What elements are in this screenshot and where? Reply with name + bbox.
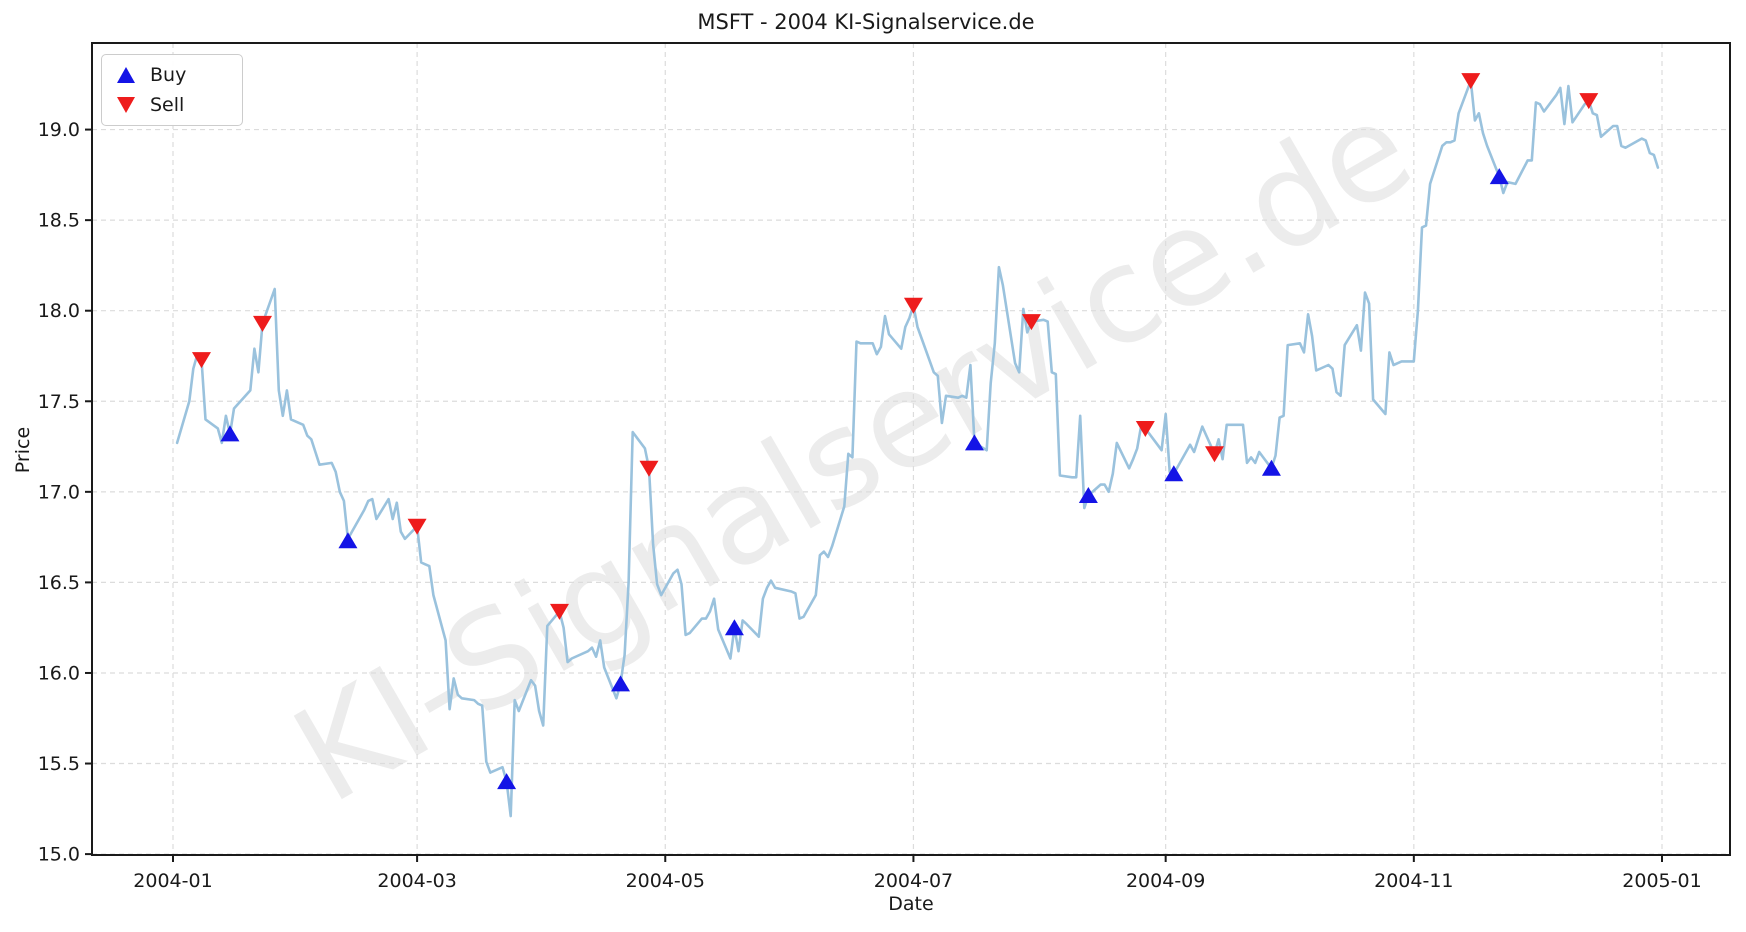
page-title: MSFT - 2004 KI-Signalservice.de [0,10,1746,34]
y-axis-label: Price [12,426,34,474]
y-tick-label: 18.5 [38,210,80,232]
sell-marker [407,518,427,535]
y-tick-label: 18.0 [38,300,80,322]
buy-marker [1078,486,1098,503]
buy-marker [724,619,744,636]
buy-marker [1261,459,1281,476]
buy-marker [220,425,240,442]
x-tick-label: 2004-01 [133,870,212,892]
legend-label-sell: Sell [150,93,185,116]
buy-marker [611,675,631,692]
y-tick-label: 15.0 [38,844,80,866]
x-axis-label: Date [888,893,934,915]
x-tick-label: 2004-11 [1374,870,1453,892]
buy-marker [964,434,984,451]
buy-triangle-icon [102,67,150,84]
legend-item-buy: Buy [102,64,242,86]
y-tick-label: 16.5 [38,572,80,594]
buy-marker [497,773,517,790]
sell-marker [1204,446,1224,463]
x-tick-label: 2004-03 [377,870,456,892]
sell-marker [903,297,923,314]
y-tick-label: 19.0 [38,119,80,141]
y-tick-label: 15.5 [38,753,80,775]
sell-triangle-icon [102,96,150,113]
sell-marker [1579,93,1599,110]
buy-marker [1489,168,1509,185]
axes-frame [91,42,1731,856]
x-tick-label: 2004-09 [1126,870,1205,892]
x-tick-label: 2005-01 [1622,870,1701,892]
legend: Buy Sell [101,54,243,126]
sell-marker [639,460,659,477]
sell-marker [1135,420,1155,437]
y-tick-label: 17.5 [38,391,80,413]
y-tick-label: 17.0 [38,481,80,503]
legend-label-buy: Buy [150,64,187,87]
buy-marker [338,532,358,549]
sell-marker [1461,73,1481,90]
sell-marker [191,352,211,369]
x-tick-label: 2004-07 [874,870,953,892]
sell-marker [1021,314,1041,331]
price-line [175,79,1660,818]
sell-marker [253,315,273,332]
buy-marker [1164,465,1184,482]
y-tick-label: 16.0 [38,662,80,684]
sell-marker [549,603,569,620]
chart-title-text: MSFT - 2004 KI-Signalservice.de [697,10,1035,34]
x-tick-label: 2004-05 [626,870,705,892]
legend-item-sell: Sell [102,94,242,116]
